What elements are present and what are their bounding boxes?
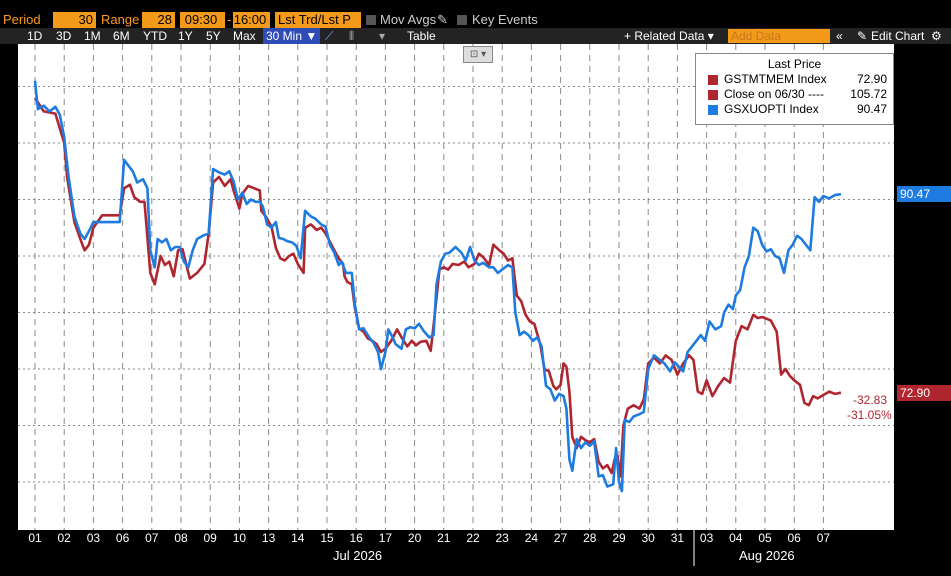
last-trade-dropdown[interactable]: Lst Trd/Lst P <box>275 12 361 28</box>
range-field[interactable]: 28 <box>142 12 175 28</box>
x-tick-label: 24 <box>524 531 539 545</box>
range-3d[interactable]: 3D <box>56 29 72 43</box>
x-tick-label: 03 <box>699 531 714 545</box>
range-1d[interactable]: 1D <box>27 29 43 43</box>
x-tick-label: 31 <box>670 531 685 545</box>
range-1m[interactable]: 1M <box>84 29 101 43</box>
x-tick-label: 06 <box>115 531 130 545</box>
x-tick-label: 07 <box>145 531 159 545</box>
table-button[interactable]: Table <box>407 29 436 43</box>
mov-avgs-label: Mov Avgs <box>380 12 437 27</box>
start-time-field[interactable]: 09:30 <box>180 12 225 28</box>
x-tick-label: 07 <box>816 531 831 545</box>
x-tick-label: 10 <box>232 531 247 545</box>
more-dropdown-icon[interactable]: ▾ <box>379 29 386 43</box>
series-line-gstmtmem-index <box>33 97 842 478</box>
legend-name: GSXUOPTI Index <box>724 102 819 116</box>
legend-row-close[interactable]: Close on 06/30 ---- 105.72 <box>696 87 893 102</box>
range-5y[interactable]: 5Y <box>206 29 221 43</box>
legend-value: 72.90 <box>856 72 887 86</box>
x-tick-label: 05 <box>758 531 772 545</box>
x-tick-label: 16 <box>349 531 363 545</box>
last-price-tag-blue: 90.47 <box>897 186 951 202</box>
add-data-input[interactable]: Add Data <box>728 29 830 43</box>
pencil-icon[interactable]: ✎ <box>437 12 448 27</box>
legend-value: 105.72 <box>850 87 887 101</box>
month-label-aug: Aug 2026 <box>739 548 795 563</box>
x-tick-label: 29 <box>612 531 626 545</box>
x-tick-label: 30 <box>641 531 655 545</box>
legend-swatch-red <box>708 75 718 85</box>
x-tick-label: 22 <box>466 531 480 545</box>
interval-dropdown[interactable]: 30 Min ▼ <box>263 28 321 44</box>
top-toolbar: Period 30 Range 28 09:30 - 16:00 Lst Trd… <box>0 0 951 28</box>
x-tick-label: 21 <box>437 531 451 545</box>
edit-chart-button[interactable]: Edit Chart <box>871 29 925 43</box>
edit-chart-pencil-icon[interactable]: ✎ <box>857 29 868 43</box>
range-toolbar <box>0 28 951 44</box>
chart-type-toggle-icon[interactable]: ⊡ ▾ <box>463 46 493 63</box>
x-tick-label: 04 <box>729 531 743 545</box>
legend-name: Close on 06/30 ---- <box>724 87 825 101</box>
time-dash: - <box>227 12 232 27</box>
gear-icon[interactable]: ⚙ <box>931 29 942 43</box>
y-tick-label: 65 <box>904 473 918 487</box>
chart-plot-area <box>18 44 894 530</box>
range-1y[interactable]: 1Y <box>178 29 193 43</box>
x-tick-label: 14 <box>291 531 305 545</box>
x-tick-label: 13 <box>261 531 276 545</box>
month-label-jul: Jul 2026 <box>333 548 383 563</box>
x-tick-label: 06 <box>787 531 801 545</box>
x-tick-label: 09 <box>203 531 217 545</box>
x-tick-label: 02 <box>57 531 71 545</box>
y-tick-label: 100 <box>904 78 925 92</box>
period-label: Period <box>3 12 41 27</box>
x-tick-label: 15 <box>320 531 334 545</box>
range-ytd[interactable]: YTD <box>143 29 167 43</box>
end-time-field[interactable]: 16:00 <box>233 12 270 28</box>
y-tick-label: 75 <box>904 361 918 375</box>
x-tick-label: 28 <box>583 531 597 545</box>
y-tick-label: 70 <box>904 417 918 431</box>
legend-name: GSTMTMEM Index <box>724 72 827 86</box>
y-tick-label: 95 <box>904 135 918 149</box>
last-price-tag-red: 72.90 <box>897 385 951 401</box>
mov-avgs-checkbox[interactable] <box>366 15 376 25</box>
x-tick-label: 20 <box>407 531 422 545</box>
range-max[interactable]: Max <box>233 29 256 43</box>
legend-row-gstmtmem[interactable]: GSTMTMEM Index 72.90 <box>696 72 893 87</box>
legend-row-gsxuopti[interactable]: GSXUOPTI Index 90.47 <box>696 102 893 117</box>
y-tick-label: 80 <box>904 304 918 318</box>
legend: Last Price GSTMTMEM Index 72.90 Close on… <box>695 53 894 125</box>
line-chart-icon[interactable]: ⟋ <box>325 29 334 43</box>
x-tick-label: 27 <box>553 531 568 545</box>
key-events-checkbox[interactable] <box>457 15 467 25</box>
x-tick-label: 23 <box>495 531 509 545</box>
change-pct-label: -31.05% <box>847 408 892 422</box>
key-events-label: Key Events <box>472 12 538 27</box>
legend-value: 90.47 <box>856 102 887 116</box>
change-abs-label: -32.83 <box>853 393 888 407</box>
related-data-button[interactable]: + Related Data ▾ <box>624 29 714 43</box>
y-tick-label: 85 <box>904 248 918 262</box>
x-tick-label: 01 <box>28 531 42 545</box>
legend-swatch-red <box>708 90 718 100</box>
period-field[interactable]: 30 <box>53 12 96 28</box>
range-6m[interactable]: 6M <box>113 29 130 43</box>
x-tick-label: 08 <box>174 531 188 545</box>
series-line-gsxuopti-index <box>33 80 842 493</box>
legend-swatch-blue <box>708 105 718 115</box>
legend-title: Last Price <box>767 57 822 71</box>
candle-chart-icon[interactable]: ⫴ <box>349 29 355 43</box>
x-tick-label: 17 <box>378 531 393 545</box>
x-tick-label: 03 <box>86 531 101 545</box>
collapse-icon[interactable]: « <box>836 29 843 43</box>
range-label: Range <box>101 12 140 27</box>
